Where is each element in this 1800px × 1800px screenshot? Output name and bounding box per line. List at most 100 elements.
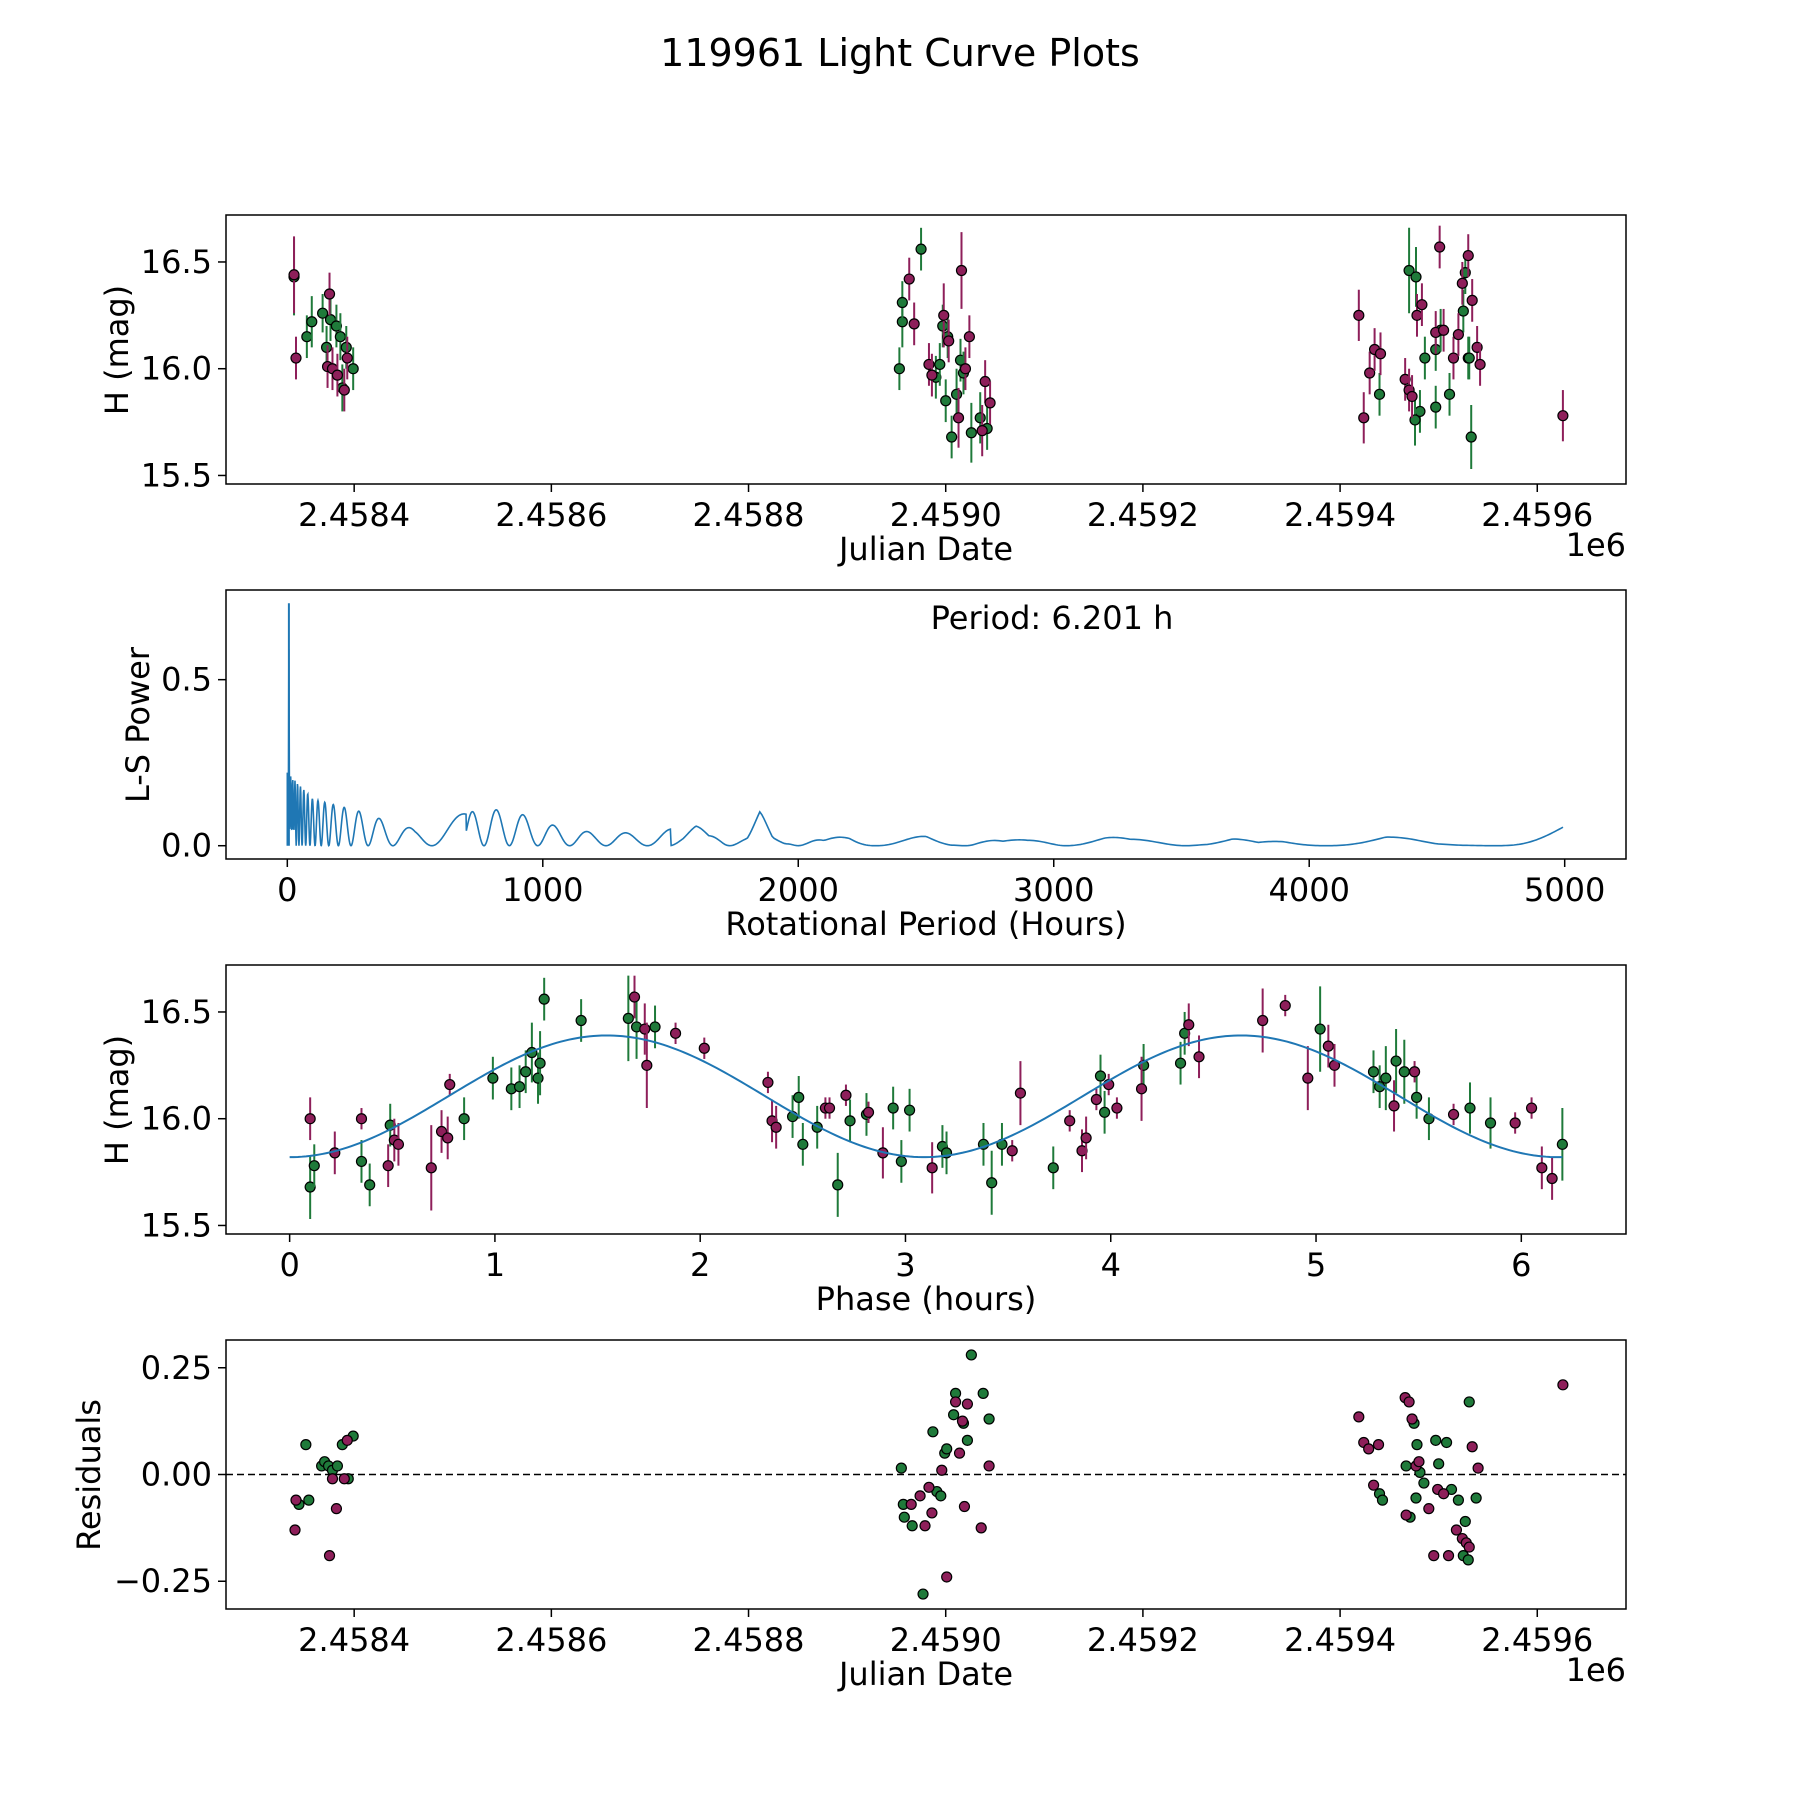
data-point [1462,249,1474,262]
x-tick-label: 0 [277,871,297,909]
data-point [840,1089,852,1101]
data-point [984,397,996,409]
data-point [326,1473,339,1485]
data-point [1399,373,1411,385]
data-point [1374,348,1387,360]
data-point [425,1162,437,1174]
data-point [941,1571,953,1583]
data-point [1411,309,1423,321]
x-tick-label: 2000 [758,871,839,909]
data-point [1430,1434,1442,1446]
lightcurve-marks [288,225,1569,470]
data-point [1466,294,1478,306]
data-point [941,1443,953,1455]
data-point [823,1102,836,1114]
data-point [1408,1066,1421,1078]
periodogram-frame [225,589,1627,860]
data-point [1183,1019,1195,1031]
data-point [927,1426,939,1438]
model-curve [289,1034,1563,1159]
data-point [341,352,353,364]
data-point [317,307,329,319]
data-point [938,309,950,321]
data-point [1047,1162,1059,1174]
data-point [1098,1106,1111,1118]
data-point [926,1507,938,1519]
data-point [915,243,927,255]
data-point [1353,309,1365,321]
data-point [1094,1070,1107,1082]
x-tick-label: 2.4596 [1481,496,1593,534]
phasefold-ticks: 0 1 2 3 4 5 6 15.5 16.0 16.5 [141,993,1532,1284]
y-tick-label: 16.0 [141,1100,212,1138]
phasefold-panel: 0 1 2 3 4 5 6 15.5 16.0 16.5 Phase (hours) H (mag… [98,964,1627,1318]
data-point [303,1494,315,1506]
data-point [1410,1492,1422,1504]
data-point [1440,1436,1453,1449]
residuals-ylabel: Residuals [70,1399,108,1551]
y-tick-label: 0.5 [161,661,212,699]
residuals-marks [226,1349,1626,1600]
data-point [1459,1515,1471,1528]
data-point [905,1498,917,1510]
data-point [1438,324,1450,336]
data-point [1525,1102,1538,1114]
data-point [1322,1040,1334,1052]
data-point [963,331,975,343]
data-point [444,1078,456,1091]
data-point [976,425,988,437]
data-point [1398,1066,1410,1078]
y-tick-label: 15.5 [141,1206,212,1244]
data-point [1463,1541,1475,1553]
x-tick-label: 2 [690,1246,710,1284]
data-point [649,1021,661,1033]
data-point [762,1076,774,1089]
y-tick-label: 0.00 [141,1456,212,1494]
data-point [513,1081,526,1093]
x-tick-label: 5 [1306,1246,1326,1284]
data-point [1443,388,1456,400]
data-point [1557,1379,1569,1391]
figure-title: 119961 Light Curve Plots [660,31,1140,75]
data-point [949,1396,962,1408]
data-point [983,1460,995,1472]
data-point [862,1106,875,1118]
data-point [940,395,952,407]
data-point [975,1522,987,1534]
y-tick-label: 16.0 [141,350,212,388]
data-point [334,331,346,343]
x-tick-label: 2.4588 [693,496,805,534]
x-tick-label: 2.4592 [1087,496,1199,534]
x-tick-label: 5000 [1524,871,1605,909]
data-point [923,1481,935,1493]
data-point [1406,390,1418,403]
data-point [914,1490,926,1502]
data-point [520,1066,532,1078]
data-point [1372,1439,1385,1451]
data-point [983,1413,995,1425]
data-point [1484,1117,1497,1129]
residuals-ticks: 2.4584 2.4586 2.4588 2.4590 2.4592 2.4594 2.45… [114,1349,1593,1659]
data-point [1416,299,1428,311]
data-point [1174,1057,1187,1069]
x-tick-label: 3 [895,1246,915,1284]
data-point [1080,1132,1092,1144]
lightcurve-ticks: 2.4584 2.4586 2.4588 2.4590 2.4592 2.4594 2.45… [141,243,1594,534]
data-point [1463,352,1475,364]
data-point [979,375,991,388]
data-point [1090,1093,1102,1106]
y-tick-label: 15.5 [141,456,212,494]
data-point [986,1177,998,1189]
data-point [355,1155,368,1168]
data-point [1546,1172,1558,1185]
data-point [946,431,958,443]
data-point [1433,1458,1445,1470]
periodogram-panel: 0 1000 2000 3000 4000 5000 0.0 0.5 Period: 6.20… [119,589,1627,943]
data-point [1418,1477,1430,1489]
data-point [952,412,965,424]
data-point [961,1398,974,1410]
data-point [844,1115,856,1127]
data-point [1406,1413,1418,1425]
lightcurve-xlabel: Julian Date [837,530,1013,568]
